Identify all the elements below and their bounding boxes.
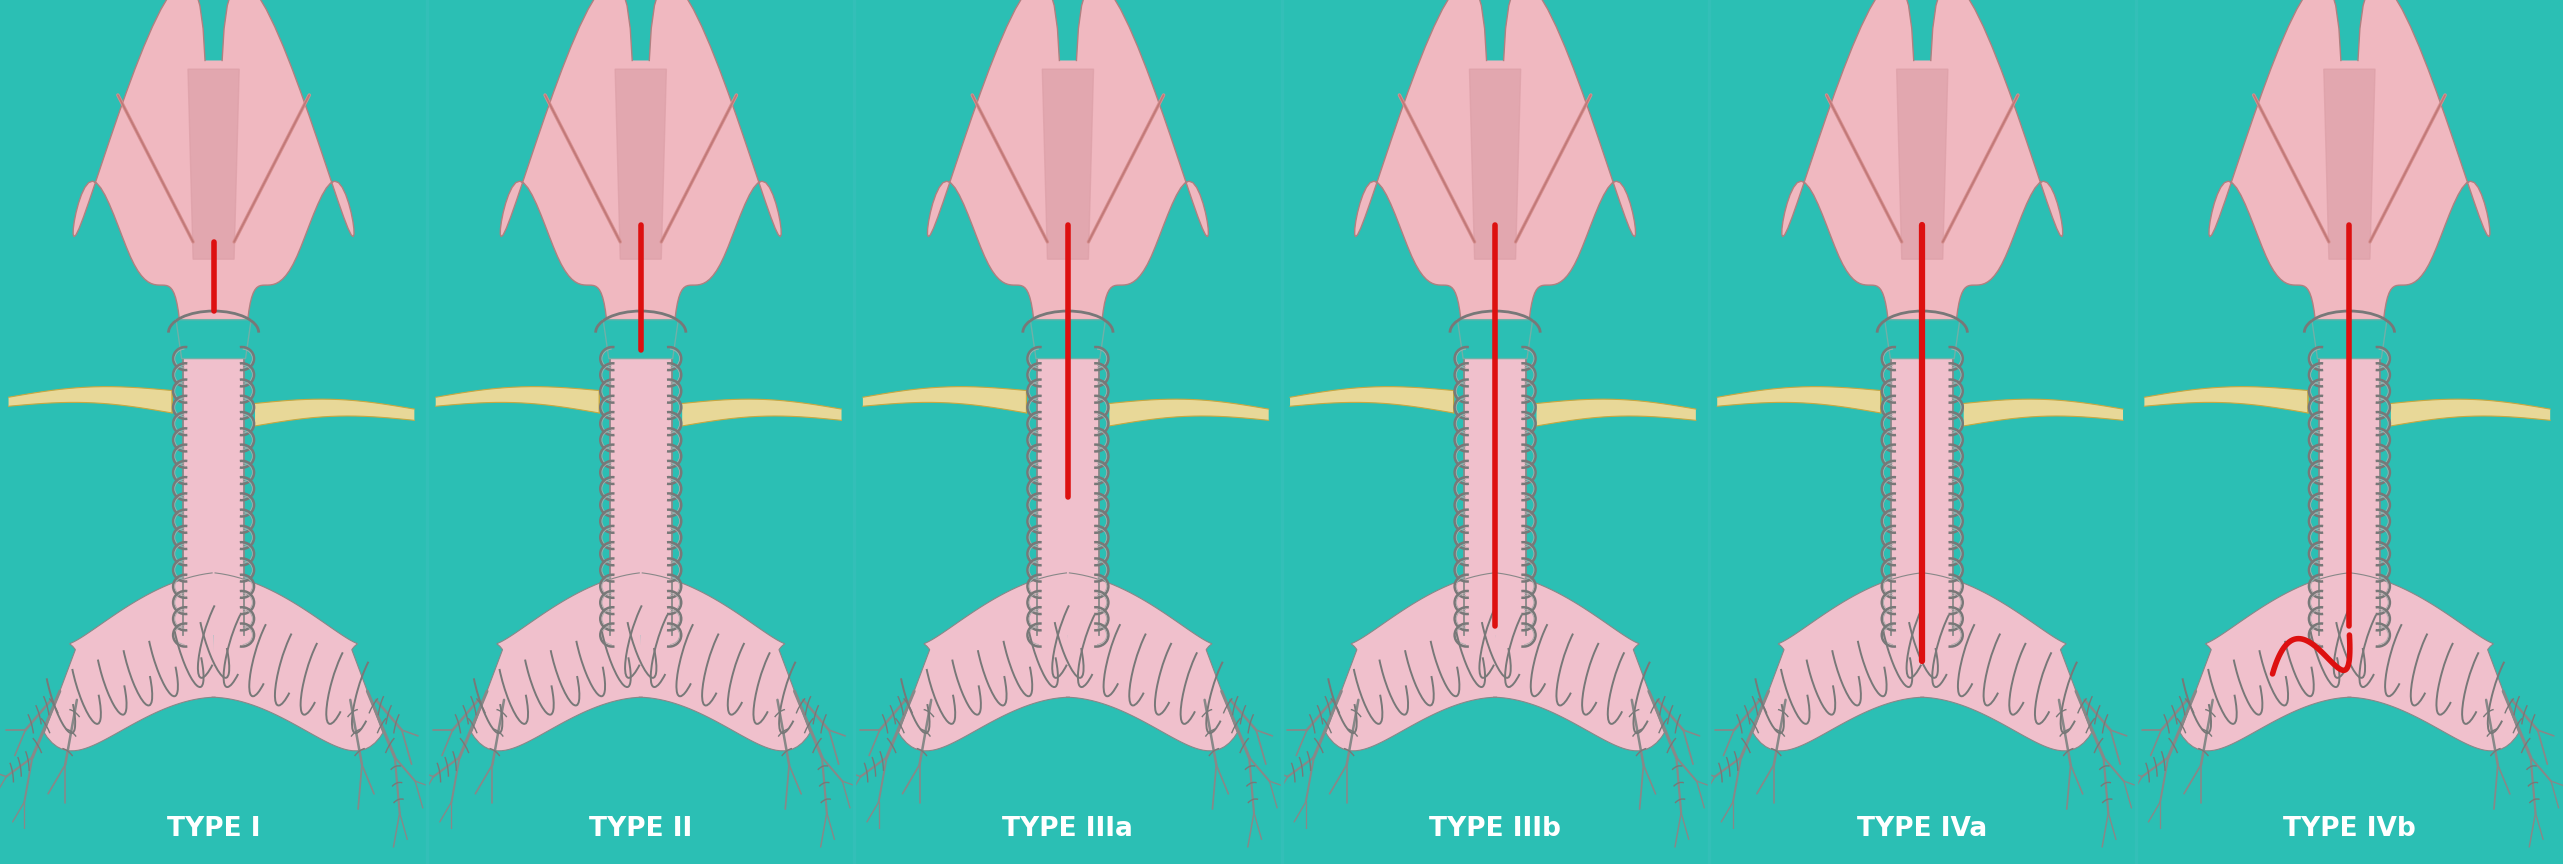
Polygon shape: [44, 573, 215, 751]
Polygon shape: [1066, 573, 1238, 751]
Polygon shape: [1043, 69, 1094, 259]
Polygon shape: [177, 320, 251, 359]
Polygon shape: [2312, 320, 2386, 359]
Polygon shape: [2181, 573, 2350, 751]
Polygon shape: [1897, 69, 1948, 259]
Polygon shape: [8, 387, 172, 413]
Polygon shape: [1458, 320, 1533, 359]
Polygon shape: [2209, 0, 2489, 320]
Polygon shape: [1753, 573, 1925, 751]
Polygon shape: [1884, 320, 1961, 359]
Polygon shape: [864, 387, 1025, 413]
Polygon shape: [500, 0, 782, 320]
Polygon shape: [1038, 359, 1100, 635]
Polygon shape: [1110, 399, 1269, 426]
Polygon shape: [1963, 399, 2122, 426]
Polygon shape: [928, 0, 1207, 320]
Text: TYPE IVa: TYPE IVa: [1858, 816, 1986, 842]
Polygon shape: [1494, 573, 1663, 751]
Polygon shape: [1920, 573, 2091, 751]
Polygon shape: [182, 359, 243, 635]
Text: TYPE IIIb: TYPE IIIb: [1430, 816, 1561, 842]
Polygon shape: [74, 0, 354, 320]
Polygon shape: [2325, 69, 2376, 259]
Polygon shape: [900, 573, 1069, 751]
Polygon shape: [472, 573, 643, 751]
Polygon shape: [1469, 69, 1520, 259]
Polygon shape: [1289, 387, 1453, 413]
Polygon shape: [436, 387, 600, 413]
Polygon shape: [615, 69, 666, 259]
Polygon shape: [1356, 0, 1635, 320]
Polygon shape: [2320, 359, 2381, 635]
Polygon shape: [1463, 359, 1525, 635]
Polygon shape: [2348, 573, 2519, 751]
Polygon shape: [213, 573, 382, 751]
Polygon shape: [1030, 320, 1105, 359]
Polygon shape: [638, 573, 810, 751]
Polygon shape: [1891, 359, 1953, 635]
Text: TYPE IIIa: TYPE IIIa: [1002, 816, 1133, 842]
Polygon shape: [610, 359, 672, 635]
Polygon shape: [1325, 573, 1497, 751]
Polygon shape: [1535, 399, 1697, 426]
Text: TYPE II: TYPE II: [589, 816, 692, 842]
Polygon shape: [2391, 399, 2550, 426]
Polygon shape: [602, 320, 679, 359]
Text: TYPE IVb: TYPE IVb: [2284, 816, 2417, 842]
Polygon shape: [254, 399, 415, 426]
Polygon shape: [1717, 387, 1881, 413]
Text: TYPE I: TYPE I: [167, 816, 261, 842]
Polygon shape: [1781, 0, 2063, 320]
Polygon shape: [2145, 387, 2307, 413]
Polygon shape: [682, 399, 841, 426]
Polygon shape: [187, 69, 238, 259]
